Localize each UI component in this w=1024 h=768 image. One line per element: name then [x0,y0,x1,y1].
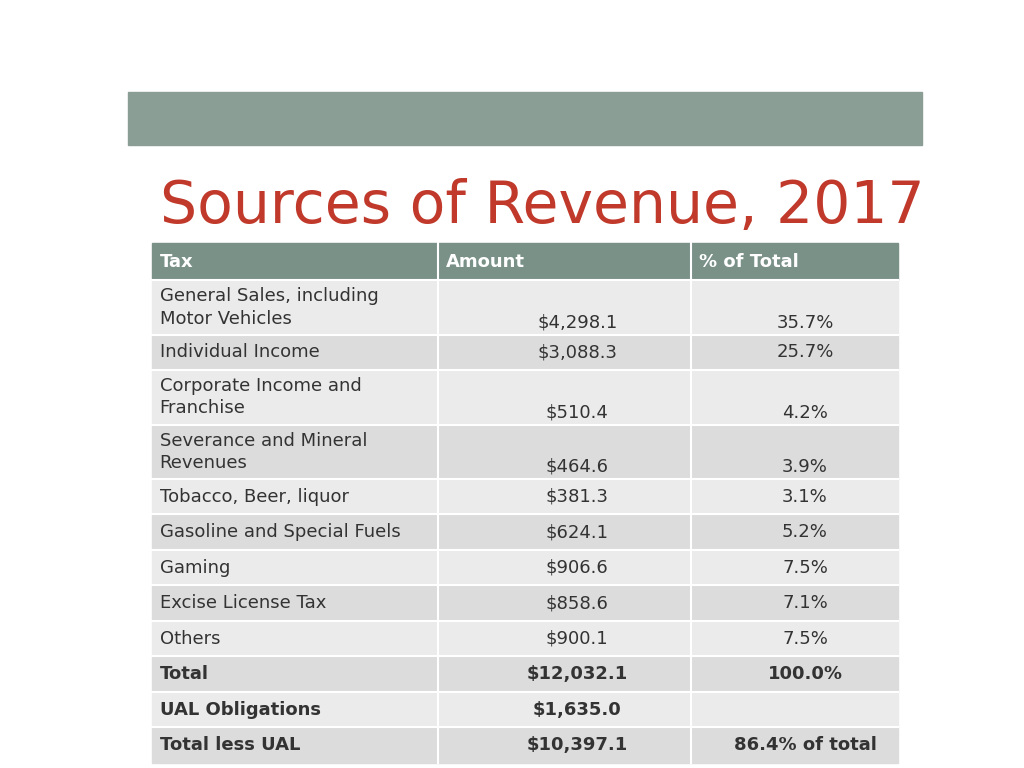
Bar [152,370,898,425]
Text: 100.0%: 100.0% [767,665,843,683]
Bar [152,280,898,335]
Text: 4.2%: 4.2% [782,403,827,422]
Text: Severance and Mineral
Revenues: Severance and Mineral Revenues [160,432,368,472]
Text: 3.1%: 3.1% [782,488,827,505]
Text: Gasoline and Special Fuels: Gasoline and Special Fuels [160,523,400,541]
Text: 7.5%: 7.5% [782,558,827,577]
Text: Total less UAL: Total less UAL [160,736,300,754]
Text: Total: Total [160,665,209,683]
Text: General Sales, including
Motor Vehicles: General Sales, including Motor Vehicles [160,287,379,327]
Text: Individual Income: Individual Income [160,343,319,362]
Text: Corporate Income and
Franchise: Corporate Income and Franchise [160,377,361,417]
Text: $1,635.0: $1,635.0 [532,700,622,719]
Text: $510.4: $510.4 [546,403,608,422]
Bar [152,657,898,692]
Bar [152,621,898,657]
Text: $900.1: $900.1 [546,630,608,647]
Text: Tobacco, Beer, liquor: Tobacco, Beer, liquor [160,488,349,505]
Text: Gaming: Gaming [160,558,230,577]
Bar [152,515,898,550]
Text: % of Total: % of Total [699,253,799,270]
Text: Others: Others [160,630,220,647]
Text: 86.4% of total: 86.4% of total [733,736,877,754]
Bar [152,727,898,763]
Bar [152,550,898,585]
Bar [152,425,898,479]
Bar [128,92,922,145]
Text: $381.3: $381.3 [546,488,608,505]
Text: 7.1%: 7.1% [782,594,827,612]
Text: $3,088.3: $3,088.3 [538,343,617,362]
Text: 25.7%: 25.7% [776,343,834,362]
Text: $464.6: $464.6 [546,458,608,476]
Bar [152,335,898,370]
Text: $858.6: $858.6 [546,594,608,612]
Text: $4,298.1: $4,298.1 [537,313,617,332]
Text: UAL Obligations: UAL Obligations [160,700,321,719]
Text: Amount: Amount [445,253,524,270]
Text: Tax: Tax [160,253,194,270]
Text: Sources of Revenue, 2017: Sources of Revenue, 2017 [160,178,925,235]
Text: 3.9%: 3.9% [782,458,827,476]
Bar [152,692,898,727]
Text: $12,032.1: $12,032.1 [526,665,628,683]
Text: 7.5%: 7.5% [782,630,827,647]
Text: 35.7%: 35.7% [776,313,834,332]
Text: $624.1: $624.1 [546,523,608,541]
Text: $10,397.1: $10,397.1 [526,736,628,754]
Text: Excise License Tax: Excise License Tax [160,594,326,612]
Bar [152,585,898,621]
Bar [152,479,898,515]
Bar [152,243,898,280]
Text: $906.6: $906.6 [546,558,608,577]
Text: 5.2%: 5.2% [782,523,827,541]
